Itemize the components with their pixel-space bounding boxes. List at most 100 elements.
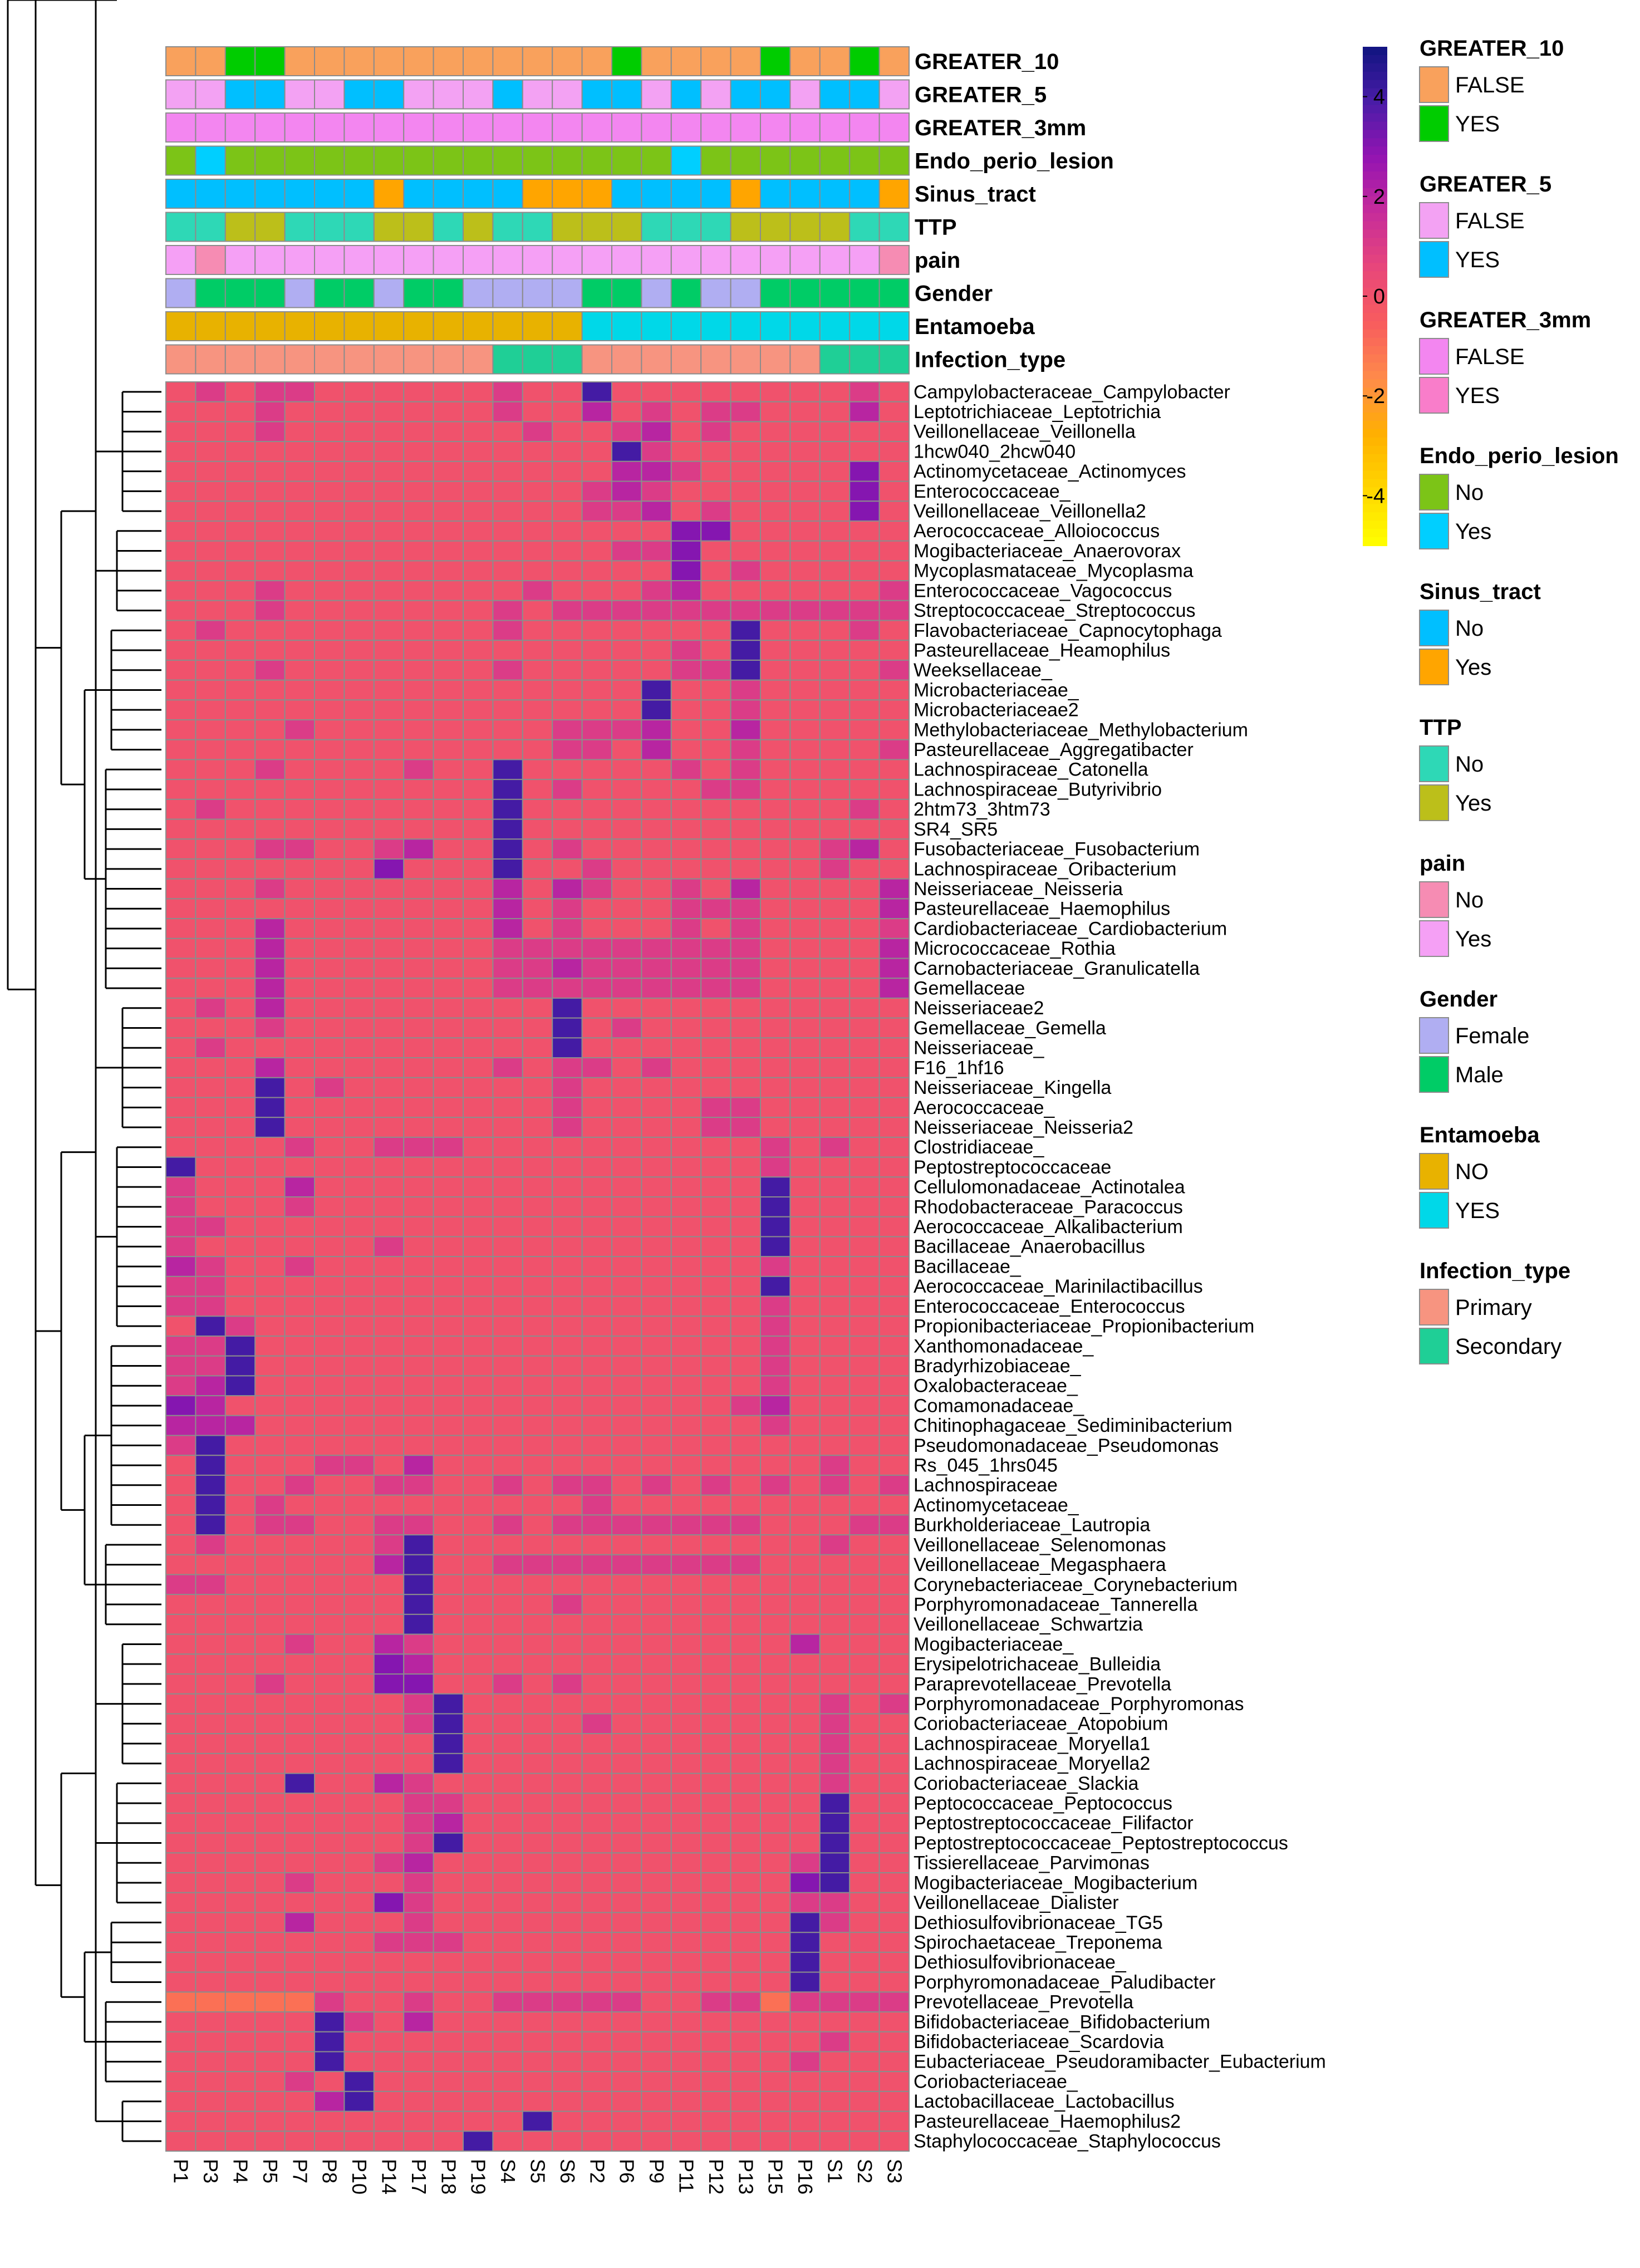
cell-7-p17 — [403, 520, 434, 542]
cell-43-p12 — [700, 1236, 731, 1258]
cell-77-p9 — [641, 1912, 672, 1933]
cell-45-p10 — [343, 1275, 375, 1297]
cell-83-p10 — [343, 2031, 375, 2053]
row-dendrogram — [7, 0, 161, 2142]
cell-30-s6 — [552, 978, 583, 999]
cell-56-s1 — [819, 1494, 851, 1516]
cell-59-p4 — [224, 1554, 256, 1575]
cell-2-p17 — [403, 421, 434, 443]
col-label-p4: P4 — [229, 2159, 252, 2183]
cell-68-s6 — [552, 1733, 583, 1754]
cell-16-s2 — [849, 699, 880, 721]
cell-54-p19 — [463, 1455, 494, 1476]
cell-78-p10 — [343, 1932, 375, 1953]
cell-16-p13 — [730, 699, 761, 721]
cell-52-p4 — [224, 1415, 256, 1436]
cell-20-s6 — [552, 779, 583, 800]
cell-22-s5 — [522, 818, 553, 840]
cell-81-s5 — [522, 1991, 553, 2013]
cell-87-p15 — [760, 2110, 791, 2132]
cell-29-p11 — [670, 958, 702, 979]
cell-26-s2 — [849, 898, 880, 920]
cell-56-p3 — [195, 1494, 226, 1516]
cell-23-p4 — [224, 838, 256, 860]
cell-69-p8 — [314, 1752, 345, 1774]
cell-19-p12 — [700, 759, 731, 780]
cell-50-p18 — [433, 1375, 464, 1397]
cell-54-s4 — [492, 1455, 523, 1476]
color-scale-segment — [1363, 321, 1387, 330]
cell-7-p12 — [700, 520, 731, 542]
row-label-aerococcaceae: Aerococcaceae_ — [914, 1097, 1055, 1118]
annot-sinus-tract-p1 — [165, 179, 197, 209]
color-scale-segment — [1363, 238, 1387, 247]
cell-73-p13 — [730, 1832, 761, 1854]
cell-69-p16 — [789, 1752, 821, 1774]
annot-infection-type-p11 — [670, 344, 702, 375]
cell-13-p9 — [641, 640, 672, 661]
cell-84-p8 — [314, 2051, 345, 2073]
cell-65-p1 — [165, 1673, 197, 1695]
cell-41-s1 — [819, 1196, 851, 1218]
cell-32-p18 — [433, 1017, 464, 1039]
cell-15-p1 — [165, 679, 197, 701]
cell-38-p15 — [760, 1136, 791, 1158]
cell-61-p3 — [195, 1594, 226, 1615]
cell-0-s3 — [878, 381, 910, 402]
cell-14-p13 — [730, 659, 761, 681]
cell-3-p1 — [165, 441, 197, 462]
cell-46-p19 — [463, 1295, 494, 1317]
cell-64-s3 — [878, 1653, 910, 1675]
cell-83-p4 — [224, 2031, 256, 2053]
cell-1-p19 — [463, 401, 494, 423]
cell-44-p7 — [284, 1256, 316, 1277]
cell-14-p19 — [463, 659, 494, 681]
cell-78-p4 — [224, 1932, 256, 1953]
cell-40-p17 — [403, 1176, 434, 1198]
cell-49-s3 — [878, 1355, 910, 1377]
cell-18-p10 — [343, 739, 375, 760]
cell-18-s6 — [552, 739, 583, 760]
cell-36-p8 — [314, 1097, 345, 1118]
cell-17-p15 — [760, 719, 791, 740]
cell-42-p15 — [760, 1216, 791, 1238]
cell-48-s3 — [878, 1335, 910, 1357]
cell-20-p2 — [581, 779, 612, 800]
cell-86-p4 — [224, 2090, 256, 2112]
cell-25-s1 — [819, 878, 851, 900]
cell-76-p1 — [165, 1892, 197, 1913]
cell-36-p13 — [730, 1097, 761, 1118]
cell-65-p13 — [730, 1673, 761, 1695]
cell-20-p12 — [700, 779, 731, 800]
cell-78-p11 — [670, 1932, 702, 1953]
cell-79-p19 — [463, 1951, 494, 1973]
cell-49-p19 — [463, 1355, 494, 1377]
cell-76-s2 — [849, 1892, 880, 1913]
cell-17-s3 — [878, 719, 910, 740]
cell-23-s5 — [522, 838, 553, 860]
color-scale-bar: 420-2-4 — [1363, 47, 1387, 546]
row-label-neisseriaceae: Neisseriaceae_ — [914, 1038, 1044, 1059]
cell-48-p19 — [463, 1335, 494, 1357]
col-label-s4: S4 — [497, 2159, 519, 2183]
column-labels: P1 P3 P4 P5 P7 P8 P10 P14 P17 P18 P19 S4 S5 S6 P2 P6 P9 P… — [170, 2159, 906, 2195]
annot-entamoeba-p14 — [373, 311, 405, 341]
row-label-lachnospiraceae-butyrivibrio: Lachnospiraceae_Butyrivibrio — [914, 779, 1162, 800]
cell-0-s6 — [552, 381, 583, 402]
cell-3-p13 — [730, 441, 761, 462]
cell-36-s2 — [849, 1097, 880, 1118]
cell-49-s5 — [522, 1355, 553, 1377]
cell-12-p6 — [611, 620, 642, 641]
annot-sinus-tract-p16 — [789, 179, 821, 209]
cell-83-s3 — [878, 2031, 910, 2053]
cell-19-p17 — [403, 759, 434, 780]
cell-24-s5 — [522, 858, 553, 880]
annot-pain-p12 — [700, 245, 731, 275]
cell-43-p11 — [670, 1236, 702, 1258]
cell-64-p4 — [224, 1653, 256, 1675]
cell-74-p16 — [789, 1852, 821, 1874]
cell-18-p11 — [670, 739, 702, 760]
cell-72-p5 — [254, 1812, 286, 1834]
annot-greater-10-p14 — [373, 46, 405, 76]
cell-5-p5 — [254, 480, 286, 502]
